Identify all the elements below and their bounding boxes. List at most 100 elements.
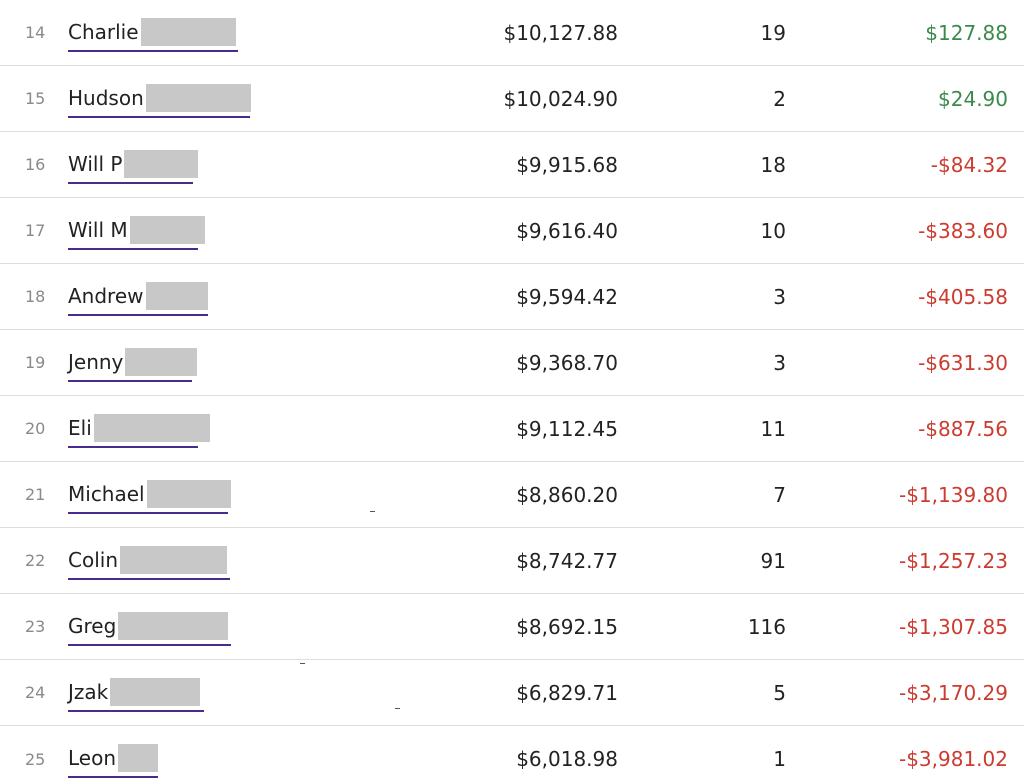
user-name: Leon	[68, 746, 117, 770]
balance-value: $10,127.88	[503, 20, 618, 45]
profit-loss-value: -$84.32	[930, 152, 1008, 177]
redacted-surname	[146, 479, 231, 508]
trade-count: 1	[773, 747, 786, 771]
table-row: 18 Andrew $9,594.42 3 -$405.58	[0, 264, 1024, 330]
user-name: Eli	[68, 415, 92, 440]
trade-count: 3	[773, 284, 786, 309]
user-profile-link[interactable]: Will M	[68, 198, 205, 263]
user-profile-link[interactable]: Leon	[68, 726, 159, 783]
rank-number: 24	[25, 683, 46, 702]
link-underline	[68, 49, 238, 52]
user-profile-link[interactable]: Colin	[68, 528, 230, 593]
trade-count: 116	[747, 614, 786, 639]
trade-count: 3	[773, 350, 786, 375]
user-profile-link[interactable]: Michael	[68, 462, 231, 527]
rank-number: 21	[25, 485, 46, 504]
link-underline	[68, 776, 158, 778]
redacted-surname	[93, 413, 210, 442]
redacted-surname	[118, 611, 229, 640]
balance-value: $9,594.42	[516, 284, 618, 309]
trade-count: 2	[773, 86, 786, 111]
profit-loss-value: -$405.58	[918, 284, 1008, 309]
trade-count: 18	[760, 152, 786, 177]
trade-count: 7	[773, 482, 786, 507]
table-row: 19 Jenny $9,368.70 3 -$631.30	[0, 330, 1024, 396]
redacted-surname	[140, 17, 236, 46]
link-underline	[68, 313, 208, 316]
profit-loss-value: -$3,170.29	[898, 680, 1008, 705]
balance-value: $9,915.68	[516, 152, 618, 177]
user-name: Jenny	[68, 349, 124, 374]
stray-mark	[370, 511, 375, 512]
redacted-surname	[129, 215, 205, 244]
balance-value: $8,860.20	[516, 482, 618, 507]
profit-loss-value: -$1,257.23	[898, 548, 1008, 573]
balance-value: $9,368.70	[516, 350, 618, 375]
balance-value: $10,024.90	[503, 86, 618, 111]
trade-count: 5	[773, 680, 786, 705]
profit-loss-value: -$631.30	[918, 350, 1008, 375]
rank-number: 20	[25, 419, 46, 438]
user-name: Charlie	[68, 19, 139, 44]
redacted-surname	[145, 281, 208, 310]
balance-value: $6,829.71	[516, 680, 618, 705]
user-profile-link[interactable]: Greg	[68, 594, 231, 659]
user-name: Greg	[68, 613, 117, 638]
balance-value: $8,692.15	[516, 614, 618, 639]
rank-number: 23	[25, 617, 46, 636]
table-row: 21 Michael $8,860.20 7 -$1,139.80	[0, 462, 1024, 528]
link-underline	[68, 379, 192, 382]
table-row: 22 Colin $8,742.77 91 -$1,257.23	[0, 528, 1024, 594]
rank-number: 19	[25, 353, 46, 372]
user-profile-link[interactable]: Andrew	[68, 264, 208, 329]
stray-mark	[300, 663, 305, 664]
rank-number: 22	[25, 551, 46, 570]
redacted-surname	[118, 744, 159, 772]
table-row: 23 Greg $8,692.15 116 -$1,307.85	[0, 594, 1024, 664]
redacted-surname	[145, 83, 251, 112]
table-row: 24 Jzak $6,829.71 5 -$3,170.29	[0, 660, 1024, 726]
profit-loss-value: -$1,307.85	[898, 614, 1008, 639]
balance-value: $9,616.40	[516, 218, 618, 243]
table-row: 25 Leon $6,018.98 1 -$3,981.02	[0, 726, 1024, 783]
user-name: Michael	[68, 481, 145, 506]
rank-number: 25	[25, 749, 46, 769]
user-profile-link[interactable]: Jzak	[68, 660, 204, 725]
link-underline	[68, 577, 230, 580]
user-profile-link[interactable]: Hudson	[68, 66, 251, 131]
link-underline	[68, 115, 250, 118]
rank-number: 15	[25, 89, 46, 108]
user-name: Will P	[68, 151, 123, 176]
redacted-surname	[120, 545, 227, 574]
trade-count: 11	[760, 416, 786, 441]
table-row: 17 Will M $9,616.40 10 -$383.60	[0, 198, 1024, 264]
user-name: Will M	[68, 217, 128, 242]
rank-number: 16	[25, 155, 46, 174]
rank-number: 17	[25, 221, 46, 240]
stray-mark	[395, 708, 400, 709]
profit-loss-value: $24.90	[938, 86, 1008, 111]
link-underline	[68, 709, 204, 712]
trade-count: 10	[760, 218, 786, 243]
redacted-surname	[110, 677, 201, 706]
user-profile-link[interactable]: Jenny	[68, 330, 198, 395]
user-profile-link[interactable]: Eli	[68, 396, 210, 461]
balance-value: $9,112.45	[516, 416, 618, 441]
user-profile-link[interactable]: Will P	[68, 132, 199, 197]
trade-count: 19	[760, 20, 786, 45]
link-underline	[68, 511, 228, 514]
redacted-surname	[125, 347, 198, 376]
link-underline	[68, 445, 198, 448]
trade-count: 91	[760, 548, 786, 573]
balance-value: $8,742.77	[516, 548, 618, 573]
profit-loss-value: -$1,139.80	[898, 482, 1008, 507]
link-underline	[68, 247, 198, 250]
table-row: 16 Will P $9,915.68 18 -$84.32	[0, 132, 1024, 198]
profit-loss-value: -$383.60	[918, 218, 1008, 243]
user-name: Hudson	[68, 85, 144, 110]
rank-number: 14	[25, 23, 46, 42]
balance-value: $6,018.98	[516, 747, 618, 771]
profit-loss-value: -$3,981.02	[898, 747, 1008, 771]
user-profile-link[interactable]: Charlie	[68, 0, 238, 65]
